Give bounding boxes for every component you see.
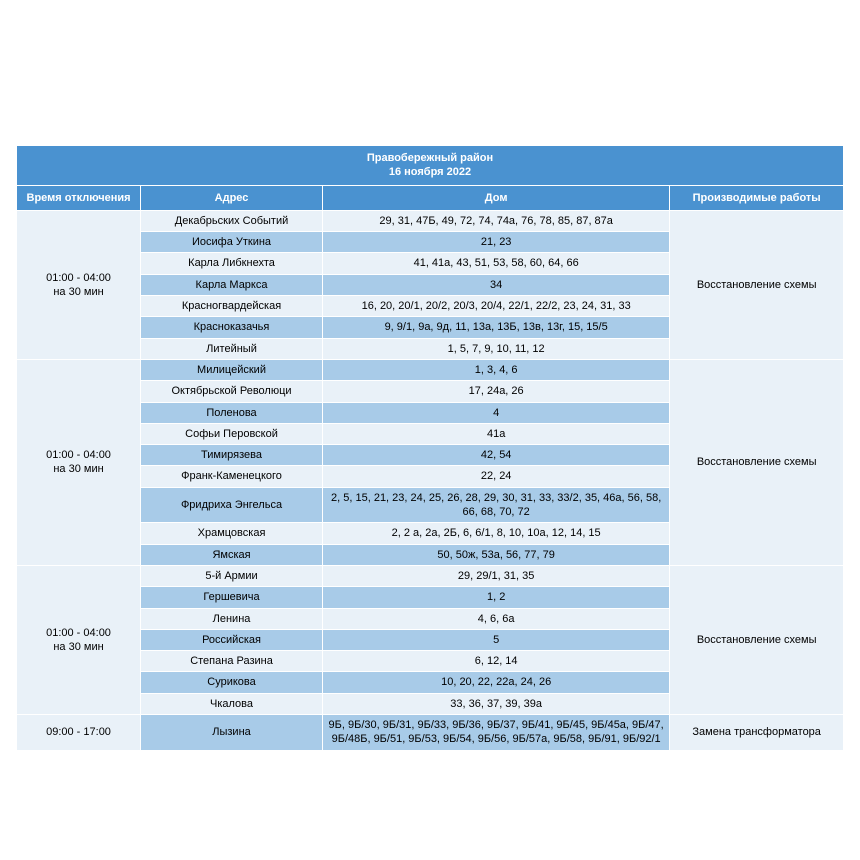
house-cell: 4, 6, 6а <box>322 608 669 629</box>
address-cell: Литейный <box>141 338 323 359</box>
table-row: 09:00 - 17:00Лызина9Б, 9Б/30, 9Б/31, 9Б/… <box>17 715 844 751</box>
address-cell: Октябрьской Революци <box>141 381 323 402</box>
house-cell: 22, 24 <box>322 466 669 487</box>
table-row: 01:00 - 04:00на 30 минДекабрьских Событи… <box>17 210 844 231</box>
house-cell: 10, 20, 22, 22а, 24, 26 <box>322 672 669 693</box>
house-cell: 16, 20, 20/1, 20/2, 20/3, 20/4, 22/1, 22… <box>322 296 669 317</box>
house-cell: 50, 50ж, 53а, 56, 77, 79 <box>322 544 669 565</box>
time-cell: 01:00 - 04:00на 30 мин <box>17 565 141 714</box>
address-cell: Иосифа Уткина <box>141 232 323 253</box>
table-row: 01:00 - 04:00на 30 мин5-й Армии29, 29/1,… <box>17 565 844 586</box>
house-cell: 21, 23 <box>322 232 669 253</box>
address-cell: Декабрьских Событий <box>141 210 323 231</box>
house-cell: 17, 24а, 26 <box>322 381 669 402</box>
address-cell: Чкалова <box>141 693 323 714</box>
col-header-address: Адрес <box>141 185 323 210</box>
house-cell: 1, 2 <box>322 587 669 608</box>
address-cell: Карла Маркса <box>141 274 323 295</box>
col-header-works: Производимые работы <box>670 185 844 210</box>
table-title: Правобережный район16 ноября 2022 <box>17 146 844 186</box>
address-cell: Гершевича <box>141 587 323 608</box>
house-cell: 2, 5, 15, 21, 23, 24, 25, 26, 28, 29, 30… <box>322 487 669 523</box>
address-cell: Поленова <box>141 402 323 423</box>
address-cell: Храмцовская <box>141 523 323 544</box>
house-cell: 29, 31, 47Б, 49, 72, 74, 74а, 76, 78, 85… <box>322 210 669 231</box>
address-cell: Софьи Перовской <box>141 423 323 444</box>
time-cell: 09:00 - 17:00 <box>17 715 141 751</box>
works-cell: Замена трансформатора <box>670 715 844 751</box>
address-cell: Лызина <box>141 715 323 751</box>
house-cell: 5 <box>322 629 669 650</box>
works-cell: Восстановление схемы <box>670 565 844 714</box>
house-cell: 34 <box>322 274 669 295</box>
time-cell: 01:00 - 04:00на 30 мин <box>17 359 141 565</box>
address-cell: Красногвардейская <box>141 296 323 317</box>
works-cell: Восстановление схемы <box>670 359 844 565</box>
address-cell: Ямская <box>141 544 323 565</box>
house-cell: 9, 9/1, 9а, 9д, 11, 13а, 13Б, 13в, 13г, … <box>322 317 669 338</box>
house-cell: 41а <box>322 423 669 444</box>
col-header-time: Время отключения <box>17 185 141 210</box>
house-cell: 33, 36, 37, 39, 39а <box>322 693 669 714</box>
col-header-house: Дом <box>322 185 669 210</box>
outage-table: Правобережный район16 ноября 2022Время о… <box>16 145 844 751</box>
house-cell: 41, 41а, 43, 51, 53, 58, 60, 64, 66 <box>322 253 669 274</box>
address-cell: Милицейский <box>141 359 323 380</box>
table-row: 01:00 - 04:00на 30 минМилицейский1, 3, 4… <box>17 359 844 380</box>
address-cell: Красноказачья <box>141 317 323 338</box>
time-cell: 01:00 - 04:00на 30 мин <box>17 210 141 359</box>
house-cell: 29, 29/1, 31, 35 <box>322 565 669 586</box>
address-cell: Фридриха Энгельса <box>141 487 323 523</box>
address-cell: Франк-Каменецкого <box>141 466 323 487</box>
house-cell: 2, 2 а, 2а, 2Б, 6, 6/1, 8, 10, 10а, 12, … <box>322 523 669 544</box>
house-cell: 6, 12, 14 <box>322 651 669 672</box>
house-cell: 9Б, 9Б/30, 9Б/31, 9Б/33, 9Б/36, 9Б/37, 9… <box>322 715 669 751</box>
house-cell: 4 <box>322 402 669 423</box>
house-cell: 42, 54 <box>322 445 669 466</box>
address-cell: Сурикова <box>141 672 323 693</box>
address-cell: Тимирязева <box>141 445 323 466</box>
address-cell: Карла Либкнехта <box>141 253 323 274</box>
house-cell: 1, 5, 7, 9, 10, 11, 12 <box>322 338 669 359</box>
works-cell: Восстановление схемы <box>670 210 844 359</box>
address-cell: 5-й Армии <box>141 565 323 586</box>
house-cell: 1, 3, 4, 6 <box>322 359 669 380</box>
address-cell: Российская <box>141 629 323 650</box>
address-cell: Степана Разина <box>141 651 323 672</box>
address-cell: Ленина <box>141 608 323 629</box>
